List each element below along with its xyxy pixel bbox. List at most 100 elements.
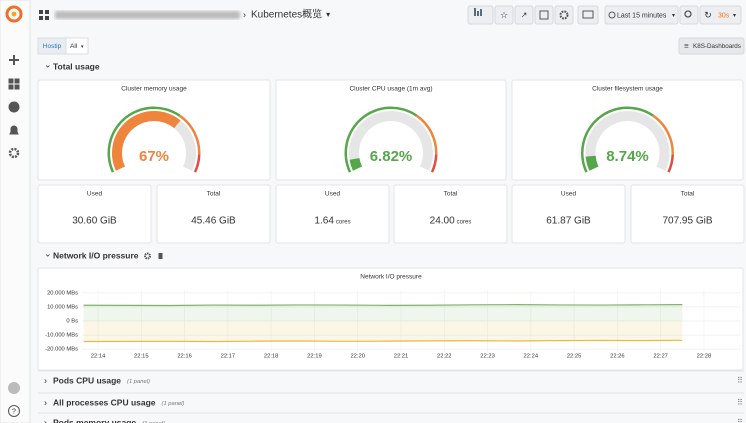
save-button[interactable] (534, 5, 554, 25)
row-chevron: ⌄ (44, 59, 52, 69)
settings-glyph (559, 10, 569, 20)
dashboard-link-button[interactable] (678, 37, 745, 55)
y-tick-label: -20.000 MBs (45, 347, 78, 353)
x-tick-label: 22:23 (480, 354, 495, 360)
row-title: Pods memory usage (53, 417, 136, 423)
x-tick-label: 22:19 (307, 354, 322, 360)
row-settings-icon[interactable] (144, 252, 152, 260)
stat-unit: cores (457, 220, 472, 226)
y-tick-label: 10.000 MBs (47, 304, 78, 310)
panel-title: Cluster CPU usage (1m avg) (349, 86, 432, 93)
series-area (83, 304, 683, 321)
gauge-value (585, 155, 599, 171)
clock-glyph (608, 11, 616, 19)
time-picker[interactable] (604, 5, 679, 25)
logo-core (11, 11, 17, 17)
y-tick-label: 20.000 MBs (47, 290, 78, 296)
help-icon[interactable] (8, 405, 20, 417)
panel (630, 184, 745, 244)
x-tick-label: 22:14 (91, 354, 106, 360)
star-glyph: ☆ (500, 10, 508, 20)
add-panel-glyph (480, 9, 482, 16)
x-tick-label: 22:28 (697, 354, 712, 360)
gauge-value-label: 8.74% (606, 148, 649, 165)
variable-value: All (70, 43, 78, 50)
row-panel-count: (1 panel) (127, 379, 150, 385)
blurred-breadcrumb (55, 11, 240, 19)
add-panel-glyph (474, 8, 476, 16)
row-chevron: › (44, 397, 47, 407)
logo[interactable] (5, 5, 23, 23)
x-tick-label: 22:22 (437, 354, 452, 360)
alerting-icon[interactable] (9, 125, 19, 135)
stat-title: Total (207, 191, 221, 198)
threshold-band (193, 154, 201, 173)
x-tick-label: 22:17 (221, 354, 236, 360)
zoom-button[interactable] (679, 5, 699, 25)
dashboard-title[interactable]: Kubernetes概览 (251, 8, 322, 21)
threshold-band (344, 106, 418, 173)
zoom-glyph (684, 10, 692, 18)
share-glyph: ↗ (521, 11, 528, 20)
x-tick-label: 22:24 (524, 354, 539, 360)
help-glyph: ? (12, 408, 16, 415)
settings-button[interactable] (554, 5, 574, 25)
stat-title: Used (325, 191, 341, 198)
gauge-value-label: 6.82% (370, 148, 413, 165)
gauge-track (349, 111, 433, 171)
threshold-band (667, 154, 674, 173)
refresh-glyph: ↻ (704, 10, 712, 20)
tv-glyph (582, 10, 594, 19)
stat-value: 24.00 (430, 216, 455, 227)
stat-value: 30.60 GiB (72, 216, 117, 227)
row-delete-icon[interactable] (158, 253, 163, 259)
dashboards-icon[interactable] (8, 78, 20, 90)
row-chevron: ⌄ (44, 248, 52, 258)
x-tick-label: 22:26 (610, 354, 625, 360)
sidebar-icons (8, 55, 20, 417)
stat-unit: cores (336, 220, 351, 226)
gauge-value (349, 158, 362, 171)
x-tick-label: 22:18 (264, 354, 279, 360)
refresh-button[interactable] (699, 5, 742, 25)
gauge-value-label: 67% (139, 148, 169, 165)
x-tick-label: 22:15 (134, 354, 149, 360)
panel (511, 184, 626, 244)
dashboard-grid-icon[interactable] (39, 10, 49, 20)
stat-value: 1.64 (314, 216, 334, 227)
threshold-band (652, 114, 674, 155)
stat-title: Total (681, 191, 695, 198)
threshold-band (415, 114, 438, 155)
refresh-interval: 30s (718, 12, 730, 19)
stat-value: 45.46 GiB (191, 216, 236, 227)
create-icon[interactable] (9, 55, 19, 65)
variable-caret: ▾ (81, 44, 84, 50)
threshold-band (107, 106, 181, 173)
title-caret: ▾ (326, 10, 330, 19)
settings-icon[interactable] (8, 147, 20, 159)
stat-title: Used (87, 191, 103, 198)
explore-icon[interactable] (8, 101, 20, 113)
drag-handle: ⠿ (737, 376, 743, 385)
row-title: All processes CPU usage (53, 397, 156, 407)
drag-handle: ⠿ (737, 418, 743, 423)
panel (37, 267, 744, 371)
threshold-band (178, 114, 201, 155)
x-tick-label: 22:25 (567, 354, 582, 360)
x-tick-label: 22:21 (394, 354, 409, 360)
row-chevron: › (44, 375, 47, 385)
y-tick-label: -10.000 MBs (45, 333, 78, 339)
panel (511, 79, 744, 181)
star-button[interactable] (494, 5, 514, 25)
save-glyph (539, 10, 549, 20)
panel-title: Cluster filesystem usage (592, 86, 663, 93)
tv-button[interactable] (577, 5, 599, 25)
stat-value: 61.87 GiB (546, 216, 591, 227)
avatar[interactable] (8, 382, 20, 394)
row-chevron: › (44, 417, 47, 423)
threshold-band (430, 154, 438, 173)
variable-select[interactable] (65, 37, 89, 55)
series-line (83, 339, 683, 343)
share-button[interactable] (514, 5, 534, 25)
panel (37, 79, 271, 181)
